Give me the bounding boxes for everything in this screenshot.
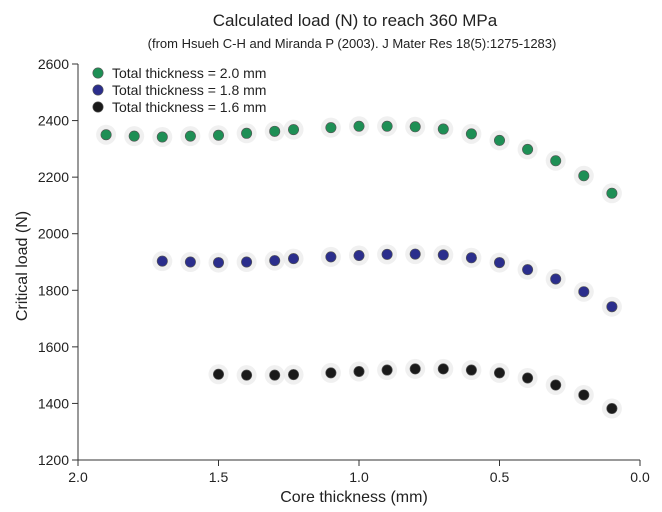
data-point xyxy=(550,155,562,167)
data-point xyxy=(184,256,196,268)
x-tick-label: 2.0 xyxy=(68,469,88,485)
data-point xyxy=(213,368,225,380)
legend-label: Total thickness = 2.0 mm xyxy=(112,65,266,81)
x-tick-label: 1.0 xyxy=(349,469,369,485)
data-point xyxy=(381,364,393,376)
data-point xyxy=(409,121,421,133)
data-point xyxy=(606,301,618,313)
data-point xyxy=(128,130,140,142)
y-tick-label: 1600 xyxy=(38,339,69,355)
data-point xyxy=(522,264,534,276)
legend-marker xyxy=(92,101,104,113)
data-point xyxy=(353,120,365,132)
data-point xyxy=(409,363,421,375)
data-point xyxy=(550,273,562,285)
legend-label: Total thickness = 1.6 mm xyxy=(112,99,266,115)
data-point xyxy=(522,372,534,384)
data-point xyxy=(156,131,168,143)
legend-marker xyxy=(92,84,104,96)
data-point xyxy=(269,255,281,267)
y-tick-label: 1400 xyxy=(38,395,69,411)
data-point xyxy=(578,389,590,401)
data-point xyxy=(184,130,196,142)
data-point xyxy=(353,249,365,261)
chart-subtitle: (from Hsueh C-H and Miranda P (2003). J … xyxy=(148,36,557,51)
data-point xyxy=(241,369,253,381)
data-points xyxy=(96,116,622,419)
y-tick-label: 2600 xyxy=(38,56,69,72)
data-point xyxy=(493,134,505,146)
data-point xyxy=(437,123,449,135)
data-point xyxy=(606,187,618,199)
data-point xyxy=(353,365,365,377)
legend-marker xyxy=(92,67,104,79)
data-point xyxy=(465,128,477,140)
data-point xyxy=(437,249,449,261)
series-1 xyxy=(96,116,622,204)
data-point xyxy=(493,367,505,379)
data-point xyxy=(325,122,337,134)
y-tick-label: 1800 xyxy=(38,282,69,298)
chart-title: Calculated load (N) to reach 360 MPa xyxy=(213,11,498,30)
y-tick-label: 1200 xyxy=(38,452,69,468)
data-point xyxy=(288,253,300,265)
data-point xyxy=(409,248,421,260)
data-point xyxy=(213,129,225,141)
data-point xyxy=(465,364,477,376)
legend-label: Total thickness = 1.8 mm xyxy=(112,82,266,98)
y-axis-label: Critical load (N) xyxy=(14,211,31,321)
data-point xyxy=(437,363,449,375)
data-point xyxy=(578,286,590,298)
data-point xyxy=(465,252,477,264)
data-point xyxy=(522,143,534,155)
y-tick-label: 2200 xyxy=(38,169,69,185)
data-point xyxy=(381,120,393,132)
y-tick-label: 2400 xyxy=(38,113,69,129)
plot-axes: 1200 1400 1600 1800 2000 2200 2400 2600 2.0 1.5 1.… xyxy=(38,56,650,485)
data-point xyxy=(578,170,590,182)
data-point xyxy=(213,257,225,269)
data-point xyxy=(241,256,253,268)
data-point xyxy=(550,379,562,391)
data-point xyxy=(100,129,112,141)
y-tick-label: 2000 xyxy=(38,226,69,242)
series-3 xyxy=(208,358,622,419)
data-point xyxy=(325,251,337,263)
data-point xyxy=(269,369,281,381)
data-point xyxy=(493,257,505,269)
data-point xyxy=(288,369,300,381)
series-2 xyxy=(152,244,622,317)
data-point xyxy=(325,367,337,379)
data-point xyxy=(381,248,393,260)
x-tick-label: 1.5 xyxy=(209,469,229,485)
data-point xyxy=(241,127,253,139)
x-axis-label: Core thickness (mm) xyxy=(280,489,428,506)
data-point xyxy=(269,125,281,137)
data-point xyxy=(606,403,618,415)
data-point xyxy=(288,124,300,136)
data-point xyxy=(156,255,168,267)
x-tick-label: 0.0 xyxy=(630,469,650,485)
x-tick-label: 0.5 xyxy=(490,469,510,485)
